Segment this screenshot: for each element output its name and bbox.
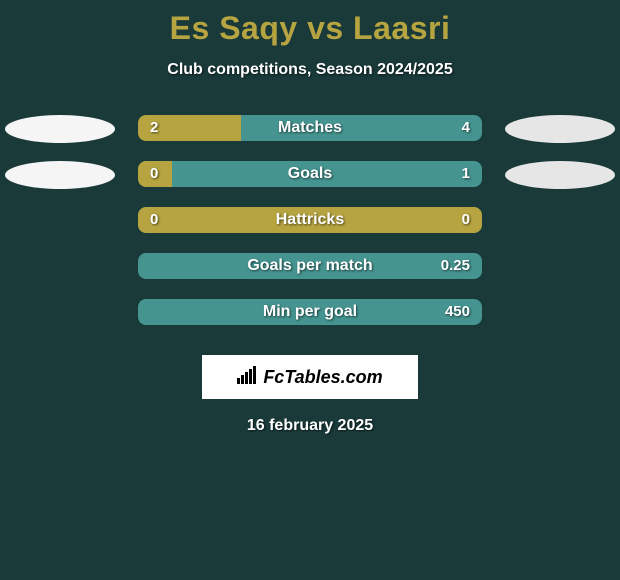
page-subtitle: Club competitions, Season 2024/2025	[0, 61, 620, 79]
comparison-row: Goals per match0.25	[0, 253, 620, 299]
value-right: 4	[462, 115, 470, 141]
team-right-logo-placeholder	[505, 161, 615, 189]
team-left-logo-placeholder	[5, 115, 115, 143]
bar-right	[172, 161, 482, 187]
bar-track	[138, 115, 482, 141]
comparison-row: Hattricks00	[0, 207, 620, 253]
bar-left	[138, 207, 482, 233]
comparison-row: Matches24	[0, 115, 620, 161]
date-label: 16 february 2025	[0, 417, 620, 435]
bar-right	[241, 115, 482, 141]
chart-bars-icon	[237, 366, 259, 389]
brand-box: FcTables.com	[202, 355, 418, 399]
value-left: 0	[150, 207, 158, 233]
value-right: 1	[462, 161, 470, 187]
brand-label: FcTables.com	[263, 367, 382, 388]
bar-track	[138, 207, 482, 233]
comparison-row: Min per goal450	[0, 299, 620, 345]
value-right: 450	[445, 299, 470, 325]
bar-track	[138, 253, 482, 279]
value-left: 2	[150, 115, 158, 141]
bar-track	[138, 299, 482, 325]
value-left: 0	[150, 161, 158, 187]
bar-right	[138, 299, 482, 325]
value-right: 0.25	[441, 253, 470, 279]
comparison-row: Goals01	[0, 161, 620, 207]
comparison-rows: Matches24Goals01Hattricks00Goals per mat…	[0, 115, 620, 345]
page-title: Es Saqy vs Laasri	[0, 0, 620, 47]
team-left-logo-placeholder	[5, 161, 115, 189]
value-right: 0	[462, 207, 470, 233]
bar-right	[138, 253, 482, 279]
team-right-logo-placeholder	[505, 115, 615, 143]
bar-track	[138, 161, 482, 187]
